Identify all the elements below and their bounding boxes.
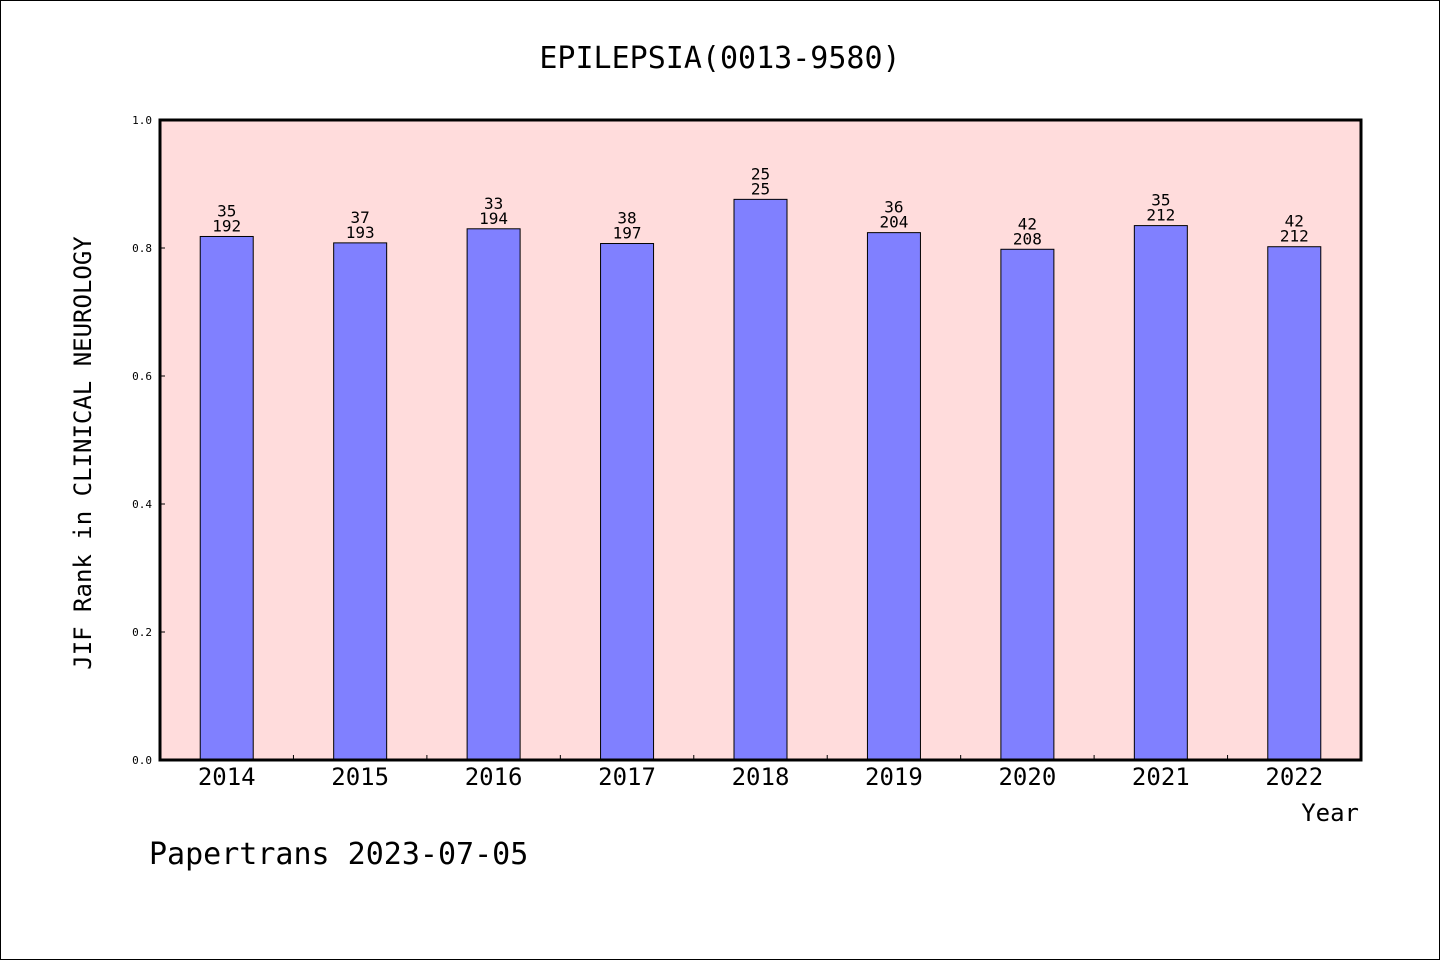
y-tick-label-0.4: 0.4 [132, 498, 152, 511]
x-tick-label-2021: 2021 [1132, 763, 1190, 791]
bar-total-label-2015: 193 [346, 223, 375, 242]
x-tick-label-2014: 2014 [198, 763, 256, 791]
x-tick-label-2022: 2022 [1265, 763, 1323, 791]
bar-2015 [333, 242, 388, 761]
bar-rank-label-2022: 42 [1285, 212, 1304, 231]
bar-total-label-2017: 197 [613, 224, 642, 243]
bar-rank-label-2020: 42 [1018, 214, 1037, 233]
bar-2018 [733, 198, 788, 761]
y-tick-label-0.0: 0.0 [132, 754, 152, 767]
bar-total-label-2019: 204 [879, 213, 908, 232]
bar-total-label-2018: 25 [751, 179, 770, 198]
x-tick-label-2017: 2017 [598, 763, 656, 791]
bar-total-label-2022: 212 [1280, 227, 1309, 246]
y-tick-label-0.6: 0.6 [132, 370, 152, 383]
bar-total-label-2020: 208 [1013, 229, 1042, 248]
bar-rank-label-2015: 37 [351, 208, 370, 227]
bar-2022 [1267, 246, 1322, 761]
bar-total-label-2016: 194 [479, 209, 508, 228]
bar-rank-label-2014: 35 [217, 201, 236, 220]
bar-2017 [600, 243, 655, 761]
footer-text: Papertrans 2023-07-05 [149, 837, 528, 872]
x-tick-label-2015: 2015 [331, 763, 389, 791]
x-tick-label-2018: 2018 [732, 763, 790, 791]
bar-rank-label-2017: 38 [617, 209, 636, 228]
bar-2020 [1000, 248, 1055, 761]
y-tick-label-0.8: 0.8 [132, 242, 152, 255]
bar-rank-label-2019: 36 [884, 198, 903, 217]
x-tick-label-2016: 2016 [465, 763, 523, 791]
bar-2016 [466, 228, 521, 761]
bar-2021 [1133, 225, 1188, 761]
x-tick-label-2019: 2019 [865, 763, 923, 791]
ticks-group: 2014 2015 2016 2017 2018 2019 2020 2021 2022 0.0 0… [132, 114, 1323, 791]
bar-2019 [866, 232, 921, 761]
bar-total-label-2021: 212 [1146, 206, 1175, 225]
x-tick-label-2020: 2020 [998, 763, 1056, 791]
chart-title: EPILEPSIA(0013-9580) [539, 41, 900, 76]
bar-rank-label-2016: 33 [484, 194, 503, 213]
bar-2014 [199, 235, 254, 761]
y-tick-label-0.2: 0.2 [132, 626, 152, 639]
bar-total-label-2014: 192 [212, 216, 241, 235]
x-axis-label: Year [1301, 799, 1359, 827]
y-axis-label: JIF Rank in CLINICAL NEUROLOGY [69, 236, 97, 670]
y-tick-label-1.0: 1.0 [132, 114, 152, 127]
bar-rank-label-2018: 25 [751, 164, 770, 183]
plot-border [158, 118, 1363, 762]
bar-rank-label-2021: 35 [1151, 191, 1170, 210]
